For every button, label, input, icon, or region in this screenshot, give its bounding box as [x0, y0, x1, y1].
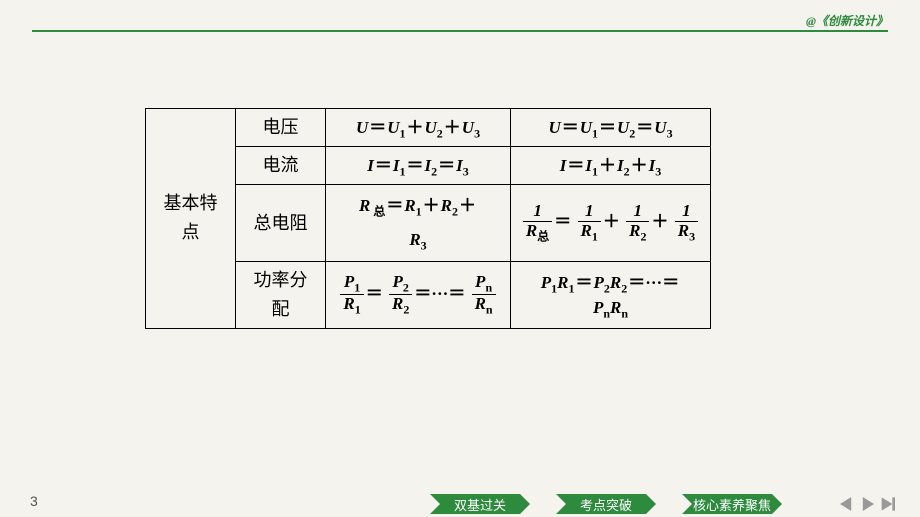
next-arrow-icon[interactable]	[858, 495, 876, 513]
label-resistance: 总电阻	[236, 185, 326, 262]
label-current: 电流	[236, 147, 326, 185]
nav-tab-1[interactable]: 双基过关	[430, 493, 540, 515]
power-l1: 功率分	[254, 270, 308, 290]
header-divider	[32, 30, 888, 32]
skip-arrow-icon[interactable]	[878, 495, 896, 513]
current-parallel: I＝I1＋I2＋I3	[511, 147, 711, 185]
slide-nav	[838, 495, 896, 513]
power-parallel: P1R1＝P2R2＝···＝PnRn	[511, 261, 711, 328]
nav-tab-1-label: 双基过关	[454, 495, 506, 514]
nav-tab-3-label: 核心素养聚焦	[693, 495, 771, 514]
page-number: 3	[30, 493, 38, 509]
resistance-series: R 总＝R1＋R2＋R3	[326, 185, 511, 262]
label-voltage: 电压	[236, 109, 326, 147]
nav-tabs: 双基过关 考点突破 核心素养聚焦	[430, 493, 792, 515]
prev-arrow-icon[interactable]	[838, 495, 856, 513]
voltage-parallel: U＝U1＝U2＝U3	[511, 109, 711, 147]
resistance-parallel: 1R总＝ 1R1＋ 1R2＋ 1R3	[511, 185, 711, 262]
current-series: I＝I1＝I2＝I3	[326, 147, 511, 185]
brand-label: @《创新设计》	[806, 12, 888, 29]
row-header-line1: 基本特	[164, 193, 218, 213]
nav-tab-2[interactable]: 考点突破	[556, 493, 666, 515]
physics-table: 基本特 点 电压 U＝U1＋U2＋U3 U＝U1＝U2＝U3 电流 I＝I1＝I…	[145, 108, 711, 329]
power-l2: 配	[272, 299, 290, 319]
voltage-series: U＝U1＋U2＋U3	[326, 109, 511, 147]
power-series: P1R1＝ P2R2＝···＝ PnRn	[326, 261, 511, 328]
row-header-cell: 基本特 点	[146, 109, 236, 329]
label-power: 功率分 配	[236, 261, 326, 328]
row-header-line2: 点	[182, 222, 200, 242]
nav-tab-3[interactable]: 核心素养聚焦	[682, 493, 792, 515]
nav-tab-2-label: 考点突破	[580, 495, 632, 514]
